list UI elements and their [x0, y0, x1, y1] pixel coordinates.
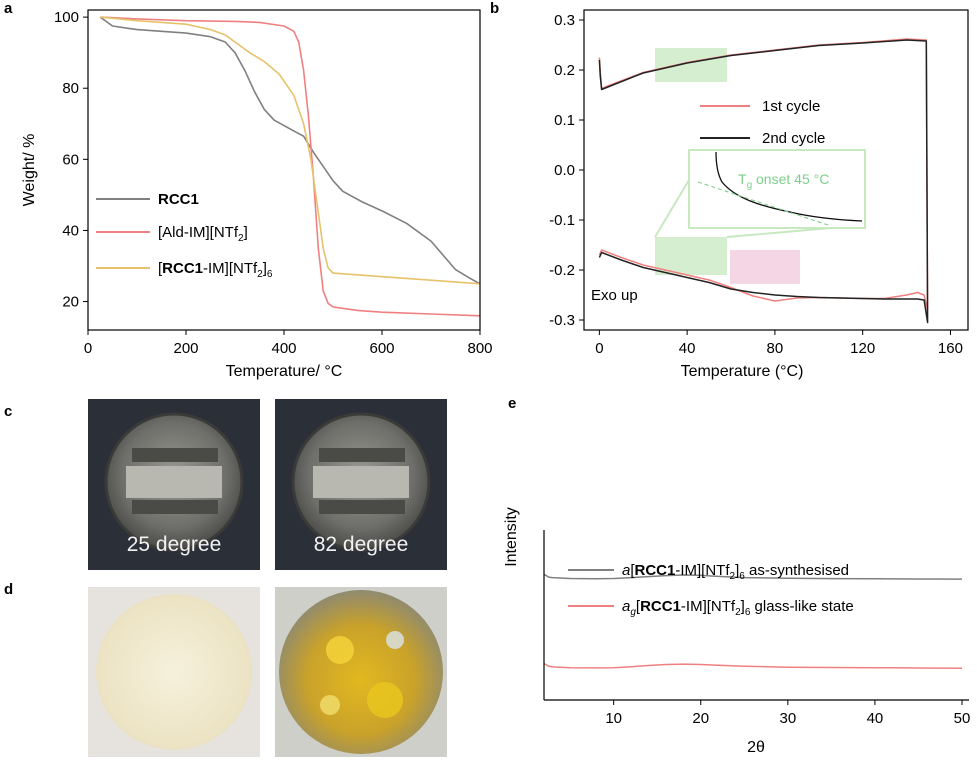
- inset-box: [688, 149, 866, 229]
- photo-glass: [275, 587, 447, 757]
- panel-b-highlights: [654, 48, 866, 284]
- highlight-region-lower: [655, 237, 727, 275]
- panel-a-legend-label-1: RCC1: [158, 191, 199, 208]
- panel-a-tga-chart: 0 200 400 600 800 20 40 60 80 100 Temperature/ °C…: [21, 9, 493, 380]
- panel-a-x-tick-label: 400: [271, 340, 296, 357]
- panel-b-legend: 1st cycle 2nd cycle: [700, 98, 825, 147]
- panel-a-x-tick-label: 200: [173, 340, 198, 357]
- panel-a-y-tick-label: 40: [62, 222, 79, 239]
- photo-82-degree: 82 degree: [275, 399, 447, 570]
- panel-e-y-axis-label: Intensity: [503, 507, 520, 567]
- panel-e-legend-label-2: ag[RCC1-IM][NTf2]6 glass-like state: [622, 598, 854, 618]
- panel-a-legend-label-2: [Ald-IM][NTf2]: [158, 224, 248, 244]
- panel-b-y-tick-label: -0.3: [549, 312, 575, 329]
- panel-a-frame: [87, 9, 481, 331]
- panel-a-y-axis-label: Weight/ %: [21, 134, 38, 207]
- panel-c-photos: 25 degree 82 degree: [88, 399, 447, 570]
- tg-onset-label: Tg onset 45 °C: [738, 171, 829, 191]
- panel-label-a: a: [4, 0, 13, 17]
- panel-a-y-tick-label: 60: [62, 151, 79, 168]
- panel-a-y-tick-label: 80: [62, 80, 79, 97]
- panel-b-x-tick-label: 120: [850, 340, 875, 357]
- highlight-region-upper: [655, 48, 727, 82]
- panel-a-y-tick-label: 100: [54, 9, 79, 26]
- panel-a-series-1-line: [99, 16, 480, 285]
- panel-b-legend-label-2: 2nd cycle: [762, 130, 825, 147]
- panel-b-y-tick-label: -0.1: [549, 212, 575, 229]
- panel-e-legend-label-1: a[RCC1-IM][NTf2]6 as-synthesised: [622, 562, 849, 582]
- panel-e-x-tick-label: 50: [954, 710, 971, 727]
- panel-e-x-tick-label: 10: [605, 710, 622, 727]
- panel-b-x-tick-label: 40: [679, 340, 696, 357]
- panel-e-x-tick-label: 20: [692, 710, 709, 727]
- panel-a-legend: RCC1 [Ald-IM][NTf2] [RCC1-IM][NTf2]6: [96, 191, 273, 280]
- panel-a-x-tick-label: 600: [369, 340, 394, 357]
- panel-d-photos: [88, 587, 447, 757]
- panel-e-series-2-line: [544, 662, 963, 669]
- panel-b-y-tick-label: 0.0: [554, 162, 575, 179]
- panel-a-x-axis-label: Temperature/ °C: [226, 363, 343, 380]
- panel-label-b: b: [490, 0, 499, 17]
- panel-b-x-tick-label: 80: [767, 340, 784, 357]
- photo-caption-82: 82 degree: [314, 533, 409, 556]
- panel-label-e: e: [508, 395, 516, 412]
- panel-a-x-tick-label: 0: [84, 340, 92, 357]
- panel-e-series-1-line: [544, 573, 963, 580]
- panel-a-y-tick-label: 20: [62, 294, 79, 311]
- panel-e-legend: a[RCC1-IM][NTf2]6 as-synthesised ag[RCC1-…: [568, 562, 854, 618]
- panel-b-y-tick-label: 0.1: [554, 112, 575, 129]
- exo-up-label: Exo up: [591, 287, 638, 304]
- panel-label-c: c: [4, 403, 12, 420]
- highlight-region-pink: [730, 250, 800, 284]
- panel-b-y-tick-label: 0.3: [554, 12, 575, 29]
- panel-a-x-tick-label: 800: [467, 340, 492, 357]
- panel-b-dsc-chart: Tg onset 45 °C 0 40 80 120 160 -0.3 -0.2 -0.1 0.…: [549, 9, 969, 380]
- panel-b-x-tick-label: 0: [595, 340, 603, 357]
- panel-e-x-tick-label: 40: [867, 710, 884, 727]
- inset-curve: [715, 151, 863, 222]
- panel-b-legend-label-1: 1st cycle: [762, 98, 820, 115]
- photo-25-degree: 25 degree: [88, 399, 260, 570]
- panel-e-x-axis-label: 2θ: [747, 739, 765, 756]
- photo-powder: [88, 587, 260, 757]
- panel-b-series-2-line: [598, 39, 929, 324]
- panel-b-y-tick-label: -0.2: [549, 262, 575, 279]
- panel-b-y-tick-label: 0.2: [554, 62, 575, 79]
- inset-tangent-line: [697, 181, 829, 226]
- panel-b-inset: Tg onset 45 °C: [697, 151, 863, 226]
- panel-a-legend-label-3: [RCC1-IM][NTf2]6: [158, 260, 273, 280]
- panel-e-xrd-chart: 10 20 30 40 50 2θ Intensity a[RCC1-IM][NTf2]…: [503, 507, 970, 756]
- panel-label-d: d: [4, 581, 13, 598]
- panel-a-series-2-line: [100, 16, 480, 317]
- panel-b-x-axis-label: Temperature (°C): [681, 363, 804, 380]
- photo-caption-25: 25 degree: [127, 533, 222, 556]
- panel-a-series-3-line: [100, 16, 480, 285]
- panel-b-x-tick-label: 160: [938, 340, 963, 357]
- panel-e-x-tick-label: 30: [779, 710, 796, 727]
